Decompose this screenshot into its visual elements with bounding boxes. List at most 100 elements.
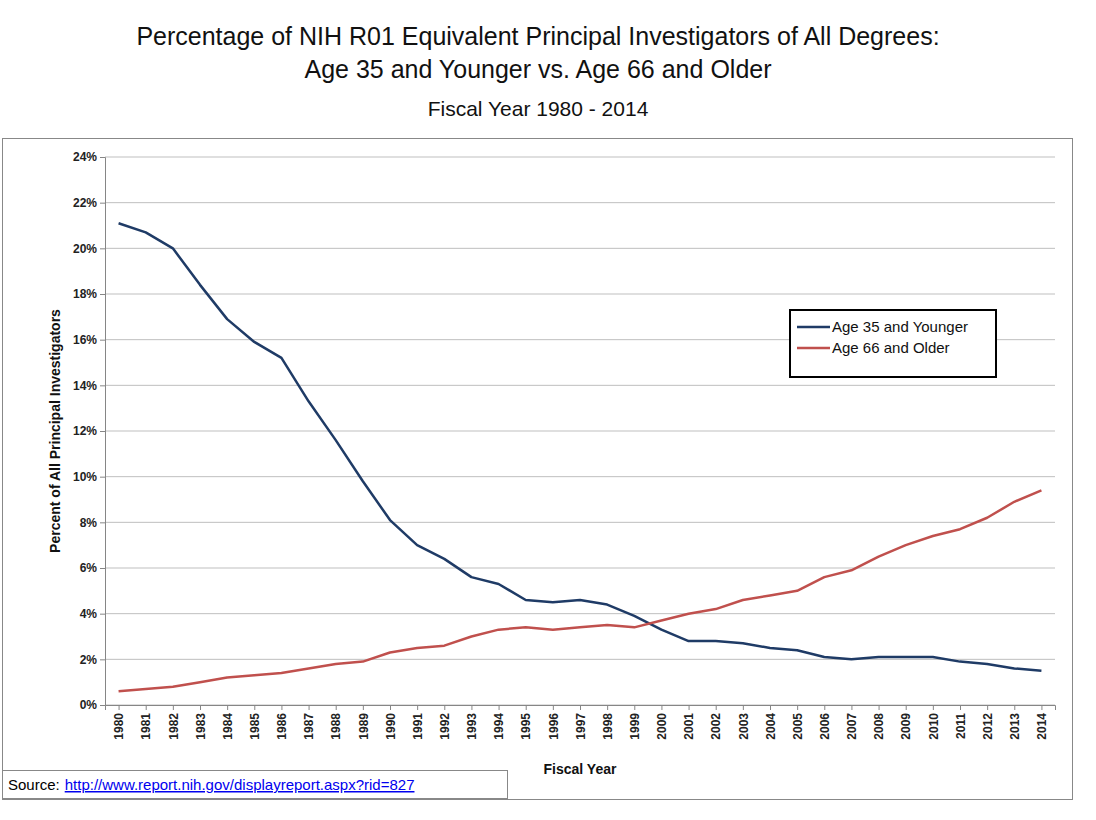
- y-tick-label: 6%: [80, 561, 98, 575]
- y-tick-mark: [100, 477, 105, 478]
- x-tick-mark: [960, 705, 961, 710]
- x-tick-mark: [336, 705, 337, 710]
- x-tick: 1985: [248, 705, 262, 740]
- y-tick-mark: [100, 705, 105, 706]
- y-tick-mark: [100, 203, 105, 204]
- x-tick: 2013: [1008, 705, 1022, 740]
- y-tick: 2%: [80, 653, 105, 667]
- x-tick-mark: [1041, 705, 1042, 710]
- x-tick-label: 1993: [465, 713, 479, 740]
- x-tick: 2002: [709, 705, 723, 740]
- series-line: [119, 223, 1042, 671]
- x-tick-label: 2002: [709, 713, 723, 740]
- x-tick-mark: [933, 705, 934, 710]
- x-tick-label: 2007: [845, 713, 859, 740]
- x-tick: 1980: [112, 705, 126, 740]
- x-tick-mark: [444, 705, 445, 710]
- x-tick-mark: [417, 705, 418, 710]
- x-tick-label: 1995: [519, 713, 533, 740]
- x-tick-label: 1983: [194, 713, 208, 740]
- y-tick: 8%: [80, 516, 105, 530]
- x-tick-mark: [1014, 705, 1015, 710]
- legend-swatch: [797, 326, 830, 329]
- x-tick-label: 1996: [547, 713, 561, 740]
- x-tick-label: 1989: [357, 713, 371, 740]
- grid-line: [105, 248, 1055, 249]
- x-tick-label: 2012: [981, 713, 995, 740]
- x-tick-label: 2010: [927, 713, 941, 740]
- x-tick-label: 1988: [329, 713, 343, 740]
- x-tick: 1989: [357, 705, 371, 740]
- legend-swatch: [797, 347, 830, 350]
- x-tick-mark: [906, 705, 907, 710]
- y-tick-mark: [100, 659, 105, 660]
- x-tick: 2011: [954, 705, 968, 739]
- x-tick-label: 1999: [628, 713, 642, 740]
- x-tick: 1981: [139, 705, 153, 740]
- x-tick-label: 1986: [275, 713, 289, 740]
- x-tick-label: 2004: [764, 713, 778, 740]
- legend: Age 35 and YoungerAge 66 and Older: [790, 310, 996, 377]
- x-tick: 2009: [899, 705, 913, 740]
- x-tick: 2014: [1035, 705, 1049, 740]
- chart-frame: [3, 139, 1073, 800]
- grid-line: [105, 157, 1055, 158]
- y-tick-label: 22%: [73, 196, 97, 210]
- x-tick-mark: [281, 705, 282, 710]
- x-tick: 2010: [927, 705, 941, 740]
- y-tick: 6%: [80, 561, 105, 575]
- x-tick-label: 2006: [818, 713, 832, 740]
- grid-line: [105, 613, 1055, 614]
- grid-line: [105, 294, 1055, 295]
- y-tick-mark: [100, 614, 105, 615]
- x-tick-mark: [390, 705, 391, 710]
- x-tick-label: 2008: [872, 713, 886, 740]
- x-tick-mark: [661, 705, 662, 710]
- y-tick: 18%: [73, 287, 105, 301]
- y-tick-label: 18%: [73, 287, 97, 301]
- x-tick-label: 1992: [438, 713, 452, 740]
- x-tick-label: 2005: [791, 713, 805, 740]
- y-tick-mark: [100, 522, 105, 523]
- x-tick: 2000: [655, 705, 669, 740]
- x-tick-label: 2009: [899, 713, 913, 740]
- x-tick: 1991: [411, 705, 425, 740]
- source-url: http://www.report.nih.gov/displayreport.…: [65, 776, 415, 793]
- y-tick-mark: [100, 157, 105, 158]
- y-tick-label: 8%: [80, 516, 98, 530]
- y-tick-label: 0%: [80, 698, 98, 712]
- x-tick-label: 2003: [737, 713, 751, 740]
- y-axis: 0%2%4%6%8%10%12%14%16%18%20%22%24%: [73, 150, 106, 712]
- y-axis-title: Percent of All Principal Investigators: [47, 309, 63, 553]
- y-tick-label: 14%: [73, 379, 97, 393]
- grid-line: [105, 202, 1055, 203]
- x-tick: 2012: [981, 705, 995, 740]
- grid-line: [105, 431, 1055, 432]
- x-tick-mark: [824, 705, 825, 710]
- y-tick: 12%: [73, 424, 105, 438]
- x-tick-label: 1997: [574, 713, 588, 740]
- x-tick: 1993: [465, 705, 479, 740]
- x-axis-title: Fiscal Year: [544, 761, 617, 777]
- x-tick-mark: [363, 705, 364, 710]
- y-tick: 0%: [80, 698, 105, 712]
- x-tick: 1990: [384, 705, 398, 740]
- x-axis: 1980198119821983198419851986198719881989…: [106, 705, 1056, 740]
- y-tick-label: 16%: [73, 333, 97, 347]
- x-tick-label: 1980: [112, 713, 126, 740]
- x-tick: 2006: [818, 705, 832, 740]
- x-tick: 1998: [601, 705, 615, 740]
- x-tick-mark: [797, 705, 798, 710]
- x-tick: 2005: [791, 705, 805, 740]
- grid-line: [105, 522, 1055, 523]
- x-tick: 1987: [302, 705, 316, 740]
- x-tick: 1982: [167, 705, 181, 740]
- x-tick-label: 1985: [248, 713, 262, 740]
- x-tick-mark: [770, 705, 771, 710]
- x-tick: 2003: [737, 705, 751, 740]
- x-tick-mark: [689, 705, 690, 710]
- legend-box: [790, 310, 996, 377]
- x-tick: 2001: [682, 705, 696, 740]
- legend-label: Age 35 and Younger: [832, 318, 968, 335]
- y-tick-mark: [100, 294, 105, 295]
